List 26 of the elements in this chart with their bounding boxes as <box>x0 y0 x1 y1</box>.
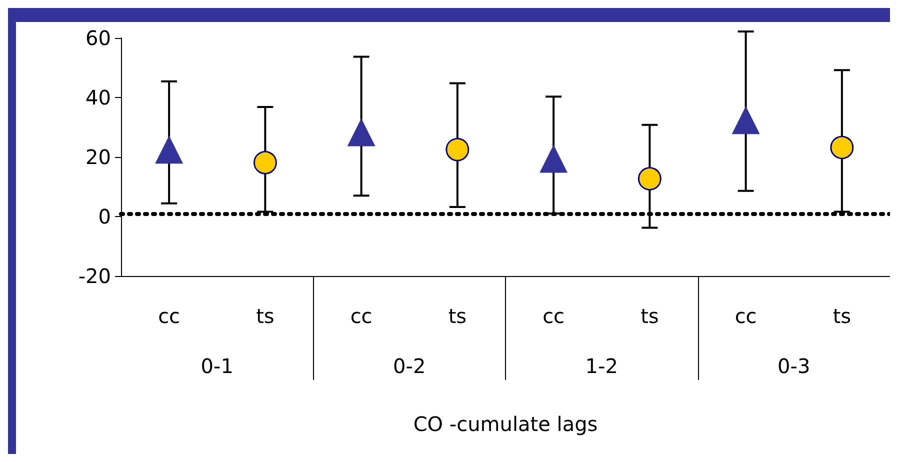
y-tick-label: 40 <box>86 86 111 110</box>
point <box>253 150 277 174</box>
x-tick-label: cc <box>542 304 565 328</box>
x-tick-label: ts <box>640 304 659 328</box>
point <box>347 118 376 146</box>
point <box>732 106 760 134</box>
x-tick-label: ts <box>256 304 274 328</box>
point <box>638 166 662 190</box>
point <box>540 144 568 173</box>
point <box>446 138 470 162</box>
x-tick-label: ts <box>448 304 467 328</box>
x-tick-label: ts <box>832 304 852 328</box>
point <box>830 136 854 160</box>
y-tick-label: 60 <box>86 26 111 50</box>
x-tick-label: cc <box>734 304 757 328</box>
y-tick-label: 20 <box>86 145 111 169</box>
x-tick-label: cc <box>158 304 180 328</box>
x-axis-title: CO -cumulate lags <box>413 412 598 436</box>
y-tick-label: -20 <box>78 264 111 288</box>
text: 1-2 <box>585 354 618 378</box>
x-tick-label: cc <box>350 304 372 328</box>
point <box>155 136 184 164</box>
text: 0-1 <box>200 354 234 378</box>
text: 0-3 <box>778 354 810 378</box>
text: 0-2 <box>393 354 426 378</box>
y-tick-label: 0 <box>98 204 111 228</box>
